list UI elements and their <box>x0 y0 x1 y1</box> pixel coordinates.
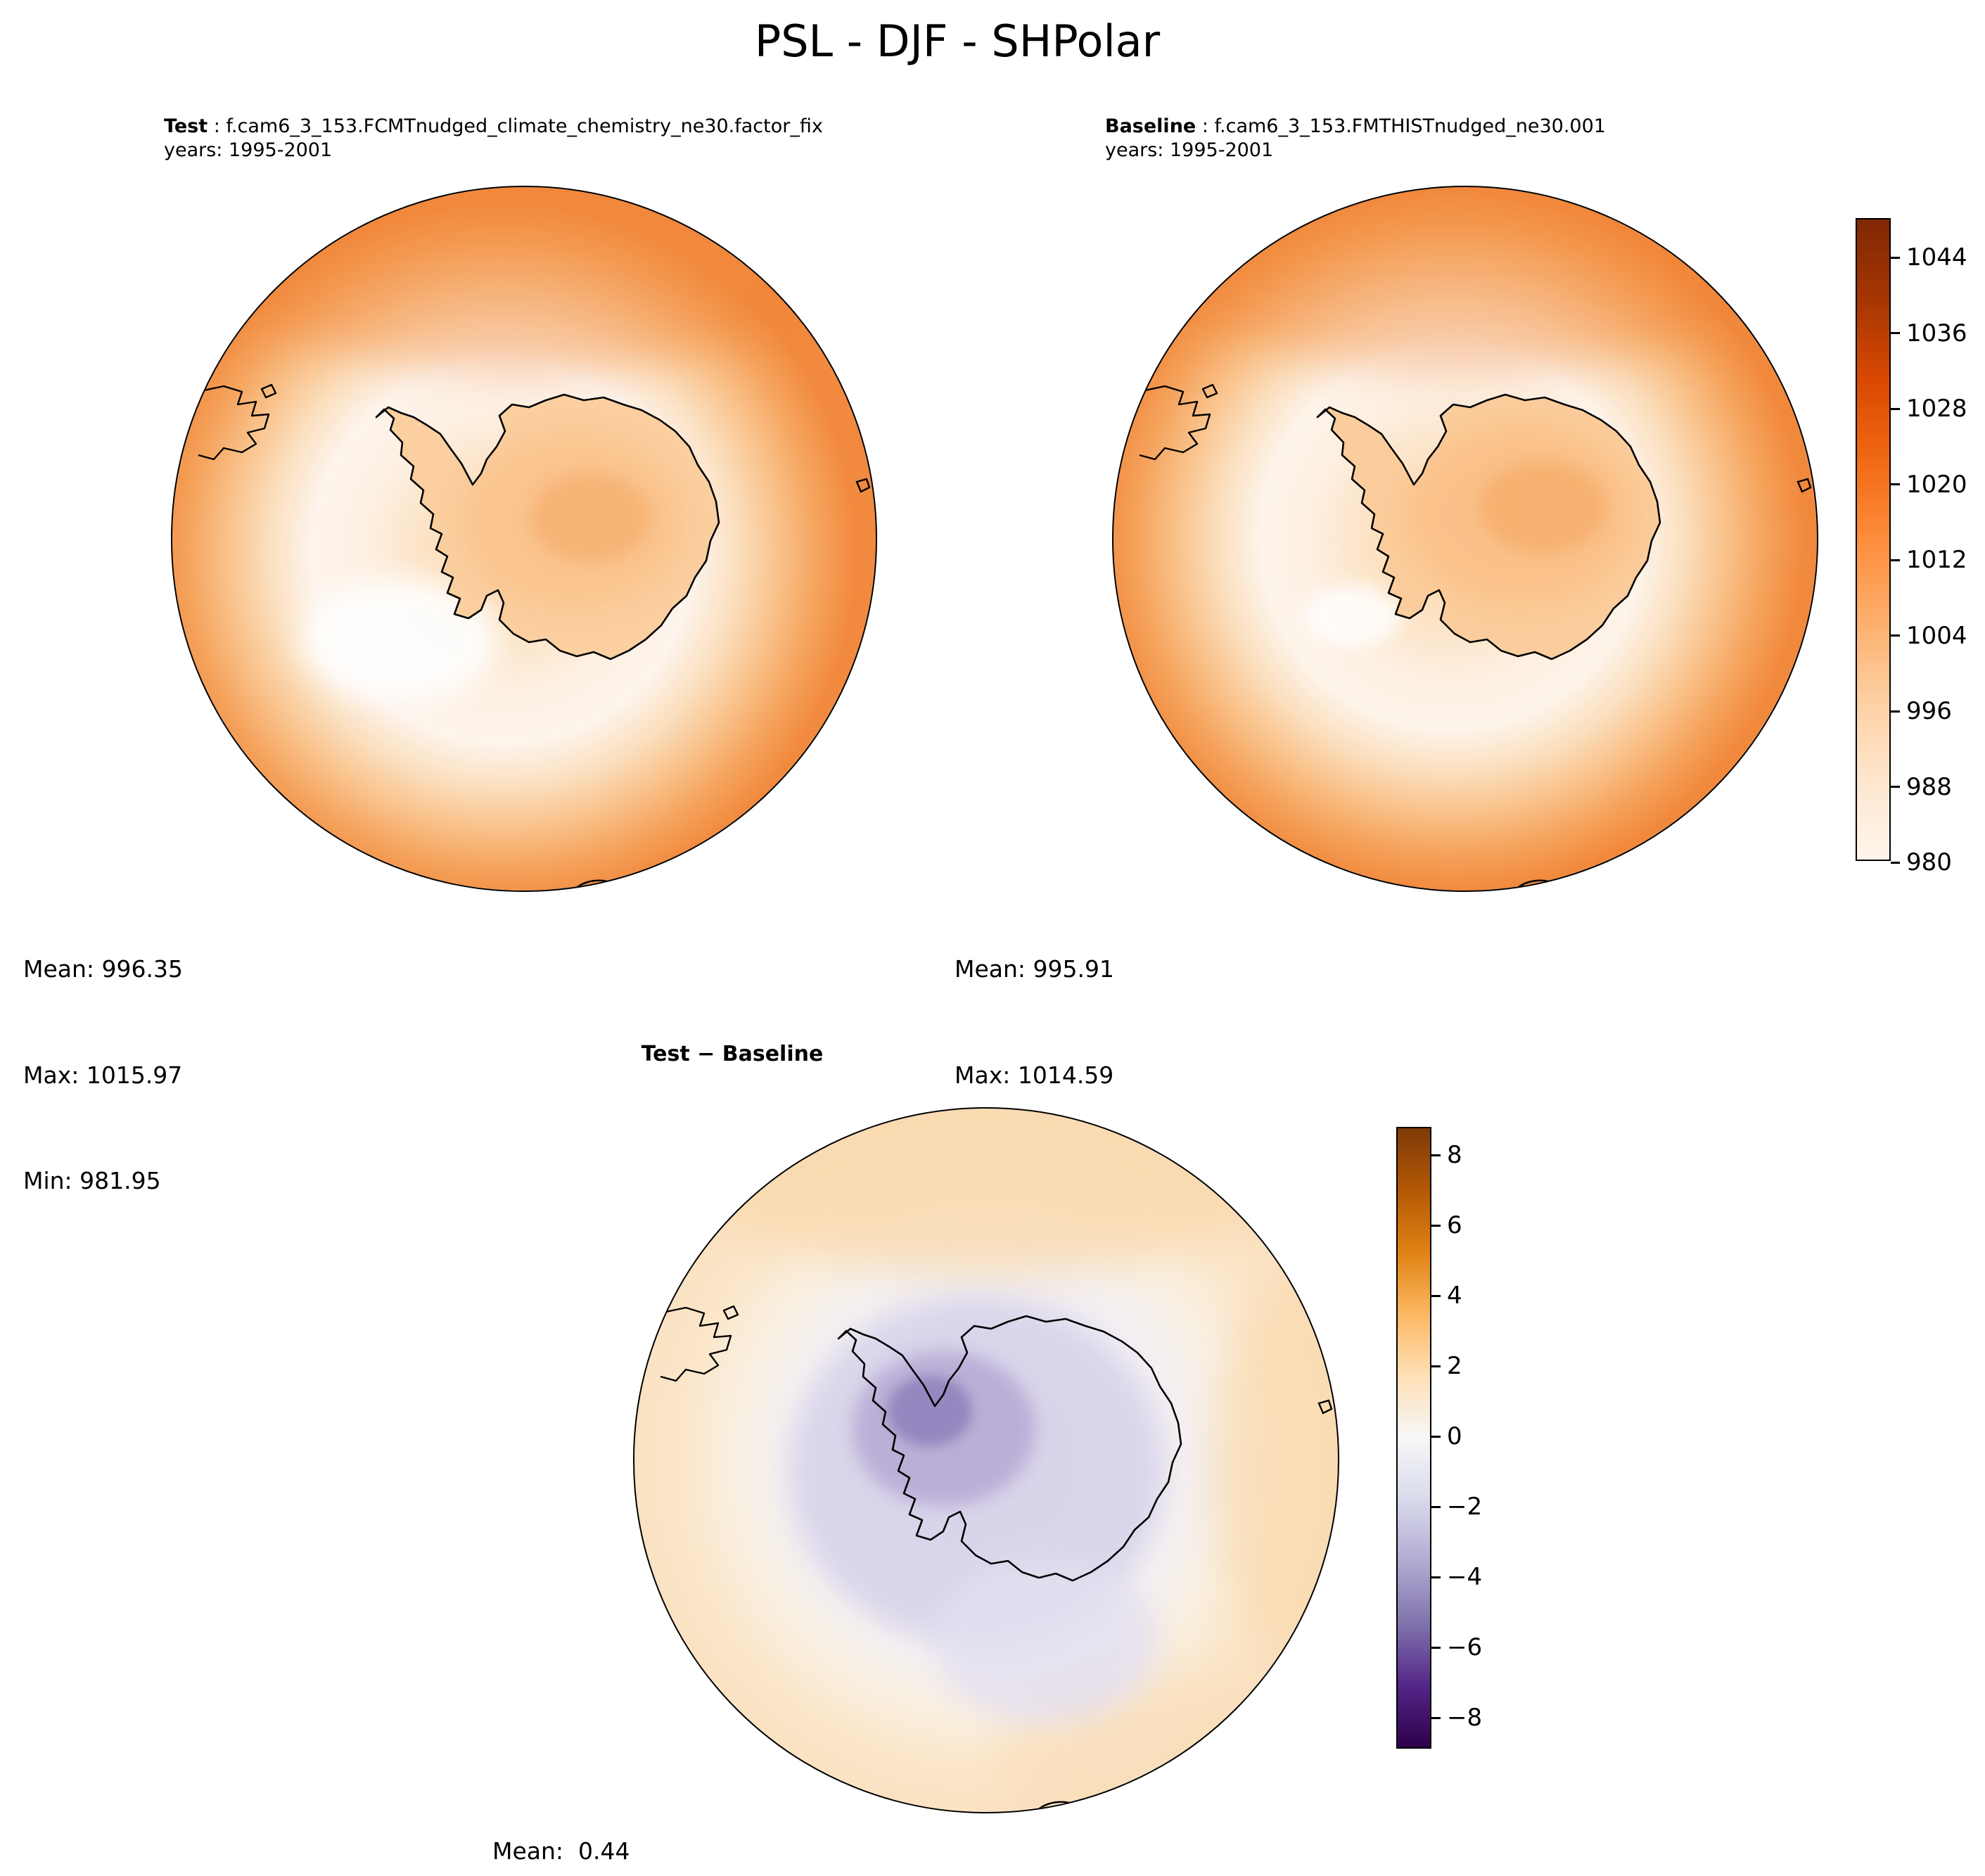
tick-mark <box>1431 1576 1441 1578</box>
tick-label: 1044 <box>1906 243 1967 272</box>
tick-mark <box>1431 1154 1441 1156</box>
tick-label: −6 <box>1447 1633 1483 1661</box>
baseline-stat-max: Max: 1014.59 <box>955 1061 1114 1089</box>
diff-colorbar-tick: −4 <box>1431 1565 1482 1589</box>
plot-boundary <box>171 186 877 892</box>
tick-label: 988 <box>1906 772 1952 801</box>
tick-label: 980 <box>1906 848 1952 876</box>
plot-boundary <box>1112 186 1818 892</box>
test-stat-mean: Mean: 996.35 <box>23 955 183 983</box>
tick-label: 1004 <box>1906 621 1967 650</box>
main-colorbar-tick: 1028 <box>1891 397 1967 421</box>
diff-stats: Mean: 0.44 Max: 2.61 Min: -2.54 <box>492 1763 630 1876</box>
tick-label: 996 <box>1906 697 1952 725</box>
tick-label: 1036 <box>1906 319 1967 347</box>
baseline-map <box>1112 186 1818 892</box>
baseline-low-pressure-min <box>1303 585 1402 648</box>
baseline-stat-mean: Mean: 995.91 <box>955 955 1114 983</box>
main-colorbar-tick: 988 <box>1891 775 1952 799</box>
baseline-label-prefix: Baseline <box>1105 115 1196 137</box>
baseline-subtitle-years: years: 1995-2001 <box>1105 139 1274 161</box>
diff-colorbar-tick: 0 <box>1431 1424 1462 1448</box>
diff-colorbar-tick: −8 <box>1431 1706 1482 1730</box>
tick-mark <box>1431 1294 1441 1297</box>
tick-label: 8 <box>1447 1141 1462 1169</box>
test-subtitle-years: years: 1995-2001 <box>164 139 333 161</box>
main-colorbar-tick: 1044 <box>1891 245 1967 269</box>
tick-label: −2 <box>1447 1493 1483 1521</box>
baseline-subtitle-line1: Baseline : f.cam6_3_153.FMTHISTnudged_ne… <box>1105 115 1606 139</box>
tick-mark <box>1891 407 1900 410</box>
tick-mark <box>1431 1716 1441 1719</box>
tick-label: 6 <box>1447 1211 1462 1239</box>
main-colorbar-tick: 1020 <box>1891 473 1967 497</box>
tick-mark <box>1891 559 1900 561</box>
tick-mark <box>1431 1224 1441 1227</box>
baseline-label-rest: : f.cam6_3_153.FMTHISTnudged_ne30.001 <box>1196 115 1606 137</box>
tick-label: 1020 <box>1906 470 1967 499</box>
baseline-subtitle: Baseline : f.cam6_3_153.FMTHISTnudged_ne… <box>1105 115 1606 162</box>
test-stat-max: Max: 1015.97 <box>23 1061 183 1089</box>
tick-label: 0 <box>1447 1422 1462 1450</box>
tick-mark <box>1891 256 1900 259</box>
diff-map <box>633 1107 1339 1813</box>
diff-title: Test − Baseline <box>641 1042 824 1066</box>
main-colorbar-tick: 1036 <box>1891 321 1967 345</box>
main-colorbar-gradient <box>1857 219 1889 860</box>
test-label-rest: : f.cam6_3_153.FCMTnudged_climate_chemis… <box>208 115 823 137</box>
tick-label: −8 <box>1447 1704 1483 1732</box>
tick-label: −4 <box>1447 1563 1483 1591</box>
tick-mark <box>1431 1505 1441 1508</box>
tick-mark <box>1891 332 1900 334</box>
test-map <box>171 186 877 892</box>
tick-mark <box>1891 861 1900 864</box>
diff-colorbar-tick: −2 <box>1431 1495 1482 1519</box>
main-colorbar-tick: 996 <box>1891 699 1952 723</box>
test-subtitle: Test : f.cam6_3_153.FCMTnudged_climate_c… <box>164 115 823 162</box>
diff-colorbar-tick: 8 <box>1431 1143 1462 1167</box>
tick-label: 1012 <box>1906 546 1967 574</box>
test-stats: Mean: 996.35 Max: 1015.97 Min: 981.95 <box>23 881 183 1270</box>
tick-label: 2 <box>1447 1352 1462 1380</box>
main-colorbar-tick: 980 <box>1891 850 1952 874</box>
test-stat-min: Min: 981.95 <box>23 1167 161 1195</box>
diff-colorbar-gradient <box>1398 1128 1430 1747</box>
diff-colorbar-tick: 4 <box>1431 1284 1462 1308</box>
tick-mark <box>1431 1435 1441 1438</box>
main-colorbar: 1044 1036 1028 1020 1012 1004 996 988 98… <box>1856 218 1967 874</box>
test-subtitle-line1: Test : f.cam6_3_153.FCMTnudged_climate_c… <box>164 115 823 139</box>
diff-colorbar-tick: 6 <box>1431 1213 1462 1237</box>
tick-mark <box>1431 1646 1441 1649</box>
diff-colorbar-tick: −6 <box>1431 1635 1482 1659</box>
diff-stat-mean: Mean: 0.44 <box>492 1837 630 1865</box>
tick-mark <box>1891 483 1900 485</box>
tick-mark <box>1891 634 1900 637</box>
diff-colorbar: 8 6 4 2 0 −2 −4 −6 −8 <box>1396 1127 1482 1749</box>
tick-label: 1028 <box>1906 395 1967 423</box>
main-colorbar-tick: 1004 <box>1891 624 1967 648</box>
tick-mark <box>1431 1365 1441 1367</box>
test-low-pressure-min <box>302 578 499 701</box>
diff-colorbar-tick: 2 <box>1431 1354 1462 1378</box>
tick-mark <box>1891 786 1900 788</box>
main-colorbar-tick: 1012 <box>1891 548 1967 572</box>
tick-label: 4 <box>1447 1282 1462 1310</box>
tick-mark <box>1891 710 1900 713</box>
anomaly-minimum <box>888 1376 972 1446</box>
plot-boundary <box>633 1107 1339 1813</box>
page-title: PSL - DJF - SHPolar <box>754 15 1161 67</box>
test-label-prefix: Test <box>164 115 208 137</box>
